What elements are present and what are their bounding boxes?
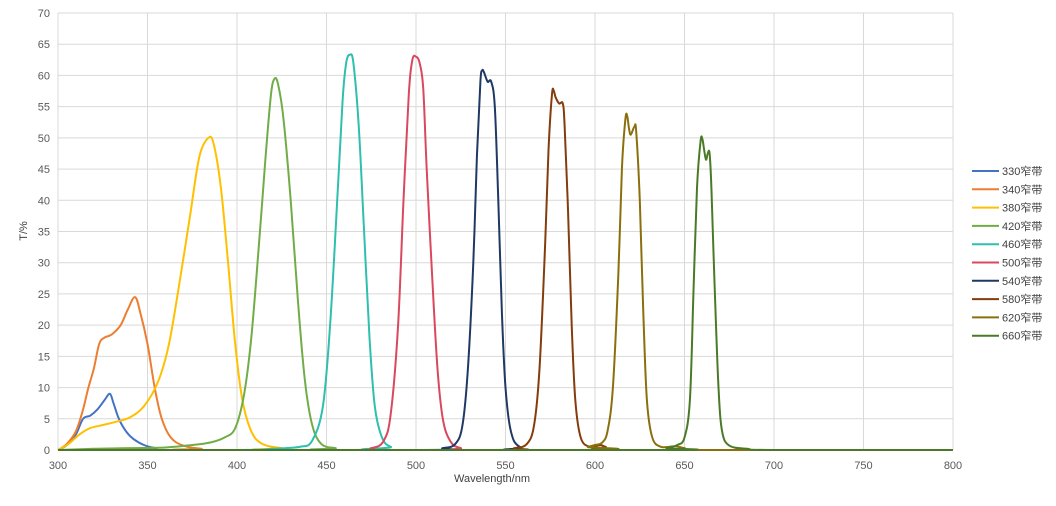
x-axis-label: Wavelength/nm [454,473,530,485]
y-tick-label: 30 [38,258,50,270]
legend-label: 380窄带 [1002,201,1042,215]
y-tick-label: 25 [38,289,50,301]
x-tick-label: 800 [944,460,962,472]
series-line [57,135,953,452]
legend-label: 460窄带 [1002,237,1042,251]
y-tick-label: 50 [38,133,50,145]
legend-label: 580窄带 [1002,292,1042,306]
y-tick-labels: 0 5 10 15 20 25 30 35 40 45 50 55 60 65 70 [38,8,50,457]
series-line [57,53,953,452]
legend-label: 620窄带 [1002,310,1042,324]
y-tick-label: 5 [44,414,50,426]
y-tick-label: 70 [38,8,50,20]
x-tick-label: 400 [228,460,246,472]
x-tick-labels: 300 350 400 450 500 550 600 650 700 750 800 [49,460,962,472]
y-tick-label: 45 [38,164,50,176]
x-tick-label: 350 [138,460,156,472]
y-tick-label: 60 [38,70,50,82]
y-tick-label: 0 [44,445,50,457]
x-tick-label: 500 [407,460,425,472]
x-tick-label: 650 [675,460,693,472]
x-tick-label: 750 [854,460,872,472]
legend: 330窄带 340窄带 380窄带 420窄带 460窄带 500窄带 540窄带 580窄带… [972,164,1042,343]
series-line [57,76,953,452]
legend-label: 330窄带 [1002,164,1042,178]
legend-label: 500窄带 [1002,256,1042,270]
legend-label: 420窄带 [1002,219,1042,233]
x-tick-label: 700 [765,460,783,472]
y-tick-label: 55 [38,102,50,114]
x-tick-label: 600 [586,460,604,472]
y-tick-label: 20 [38,320,50,332]
legend-label: 540窄带 [1002,274,1042,288]
legend-label: 340窄带 [1002,182,1042,196]
y-tick-label: 35 [38,227,50,239]
y-tick-label: 15 [38,351,50,363]
series-line [57,68,953,452]
y-tick-label: 65 [38,39,50,51]
y-tick-label: 40 [38,195,50,207]
series-line [57,54,953,452]
series-line [57,112,953,452]
y-tick-label: 10 [38,383,50,395]
x-tick-label: 300 [49,460,67,472]
series-lines [57,53,953,452]
x-tick-label: 550 [496,460,514,472]
legend-label: 660窄带 [1002,329,1042,343]
x-tick-label: 450 [317,460,335,472]
series-line [57,87,953,452]
y-axis-label: T/% [18,221,30,241]
